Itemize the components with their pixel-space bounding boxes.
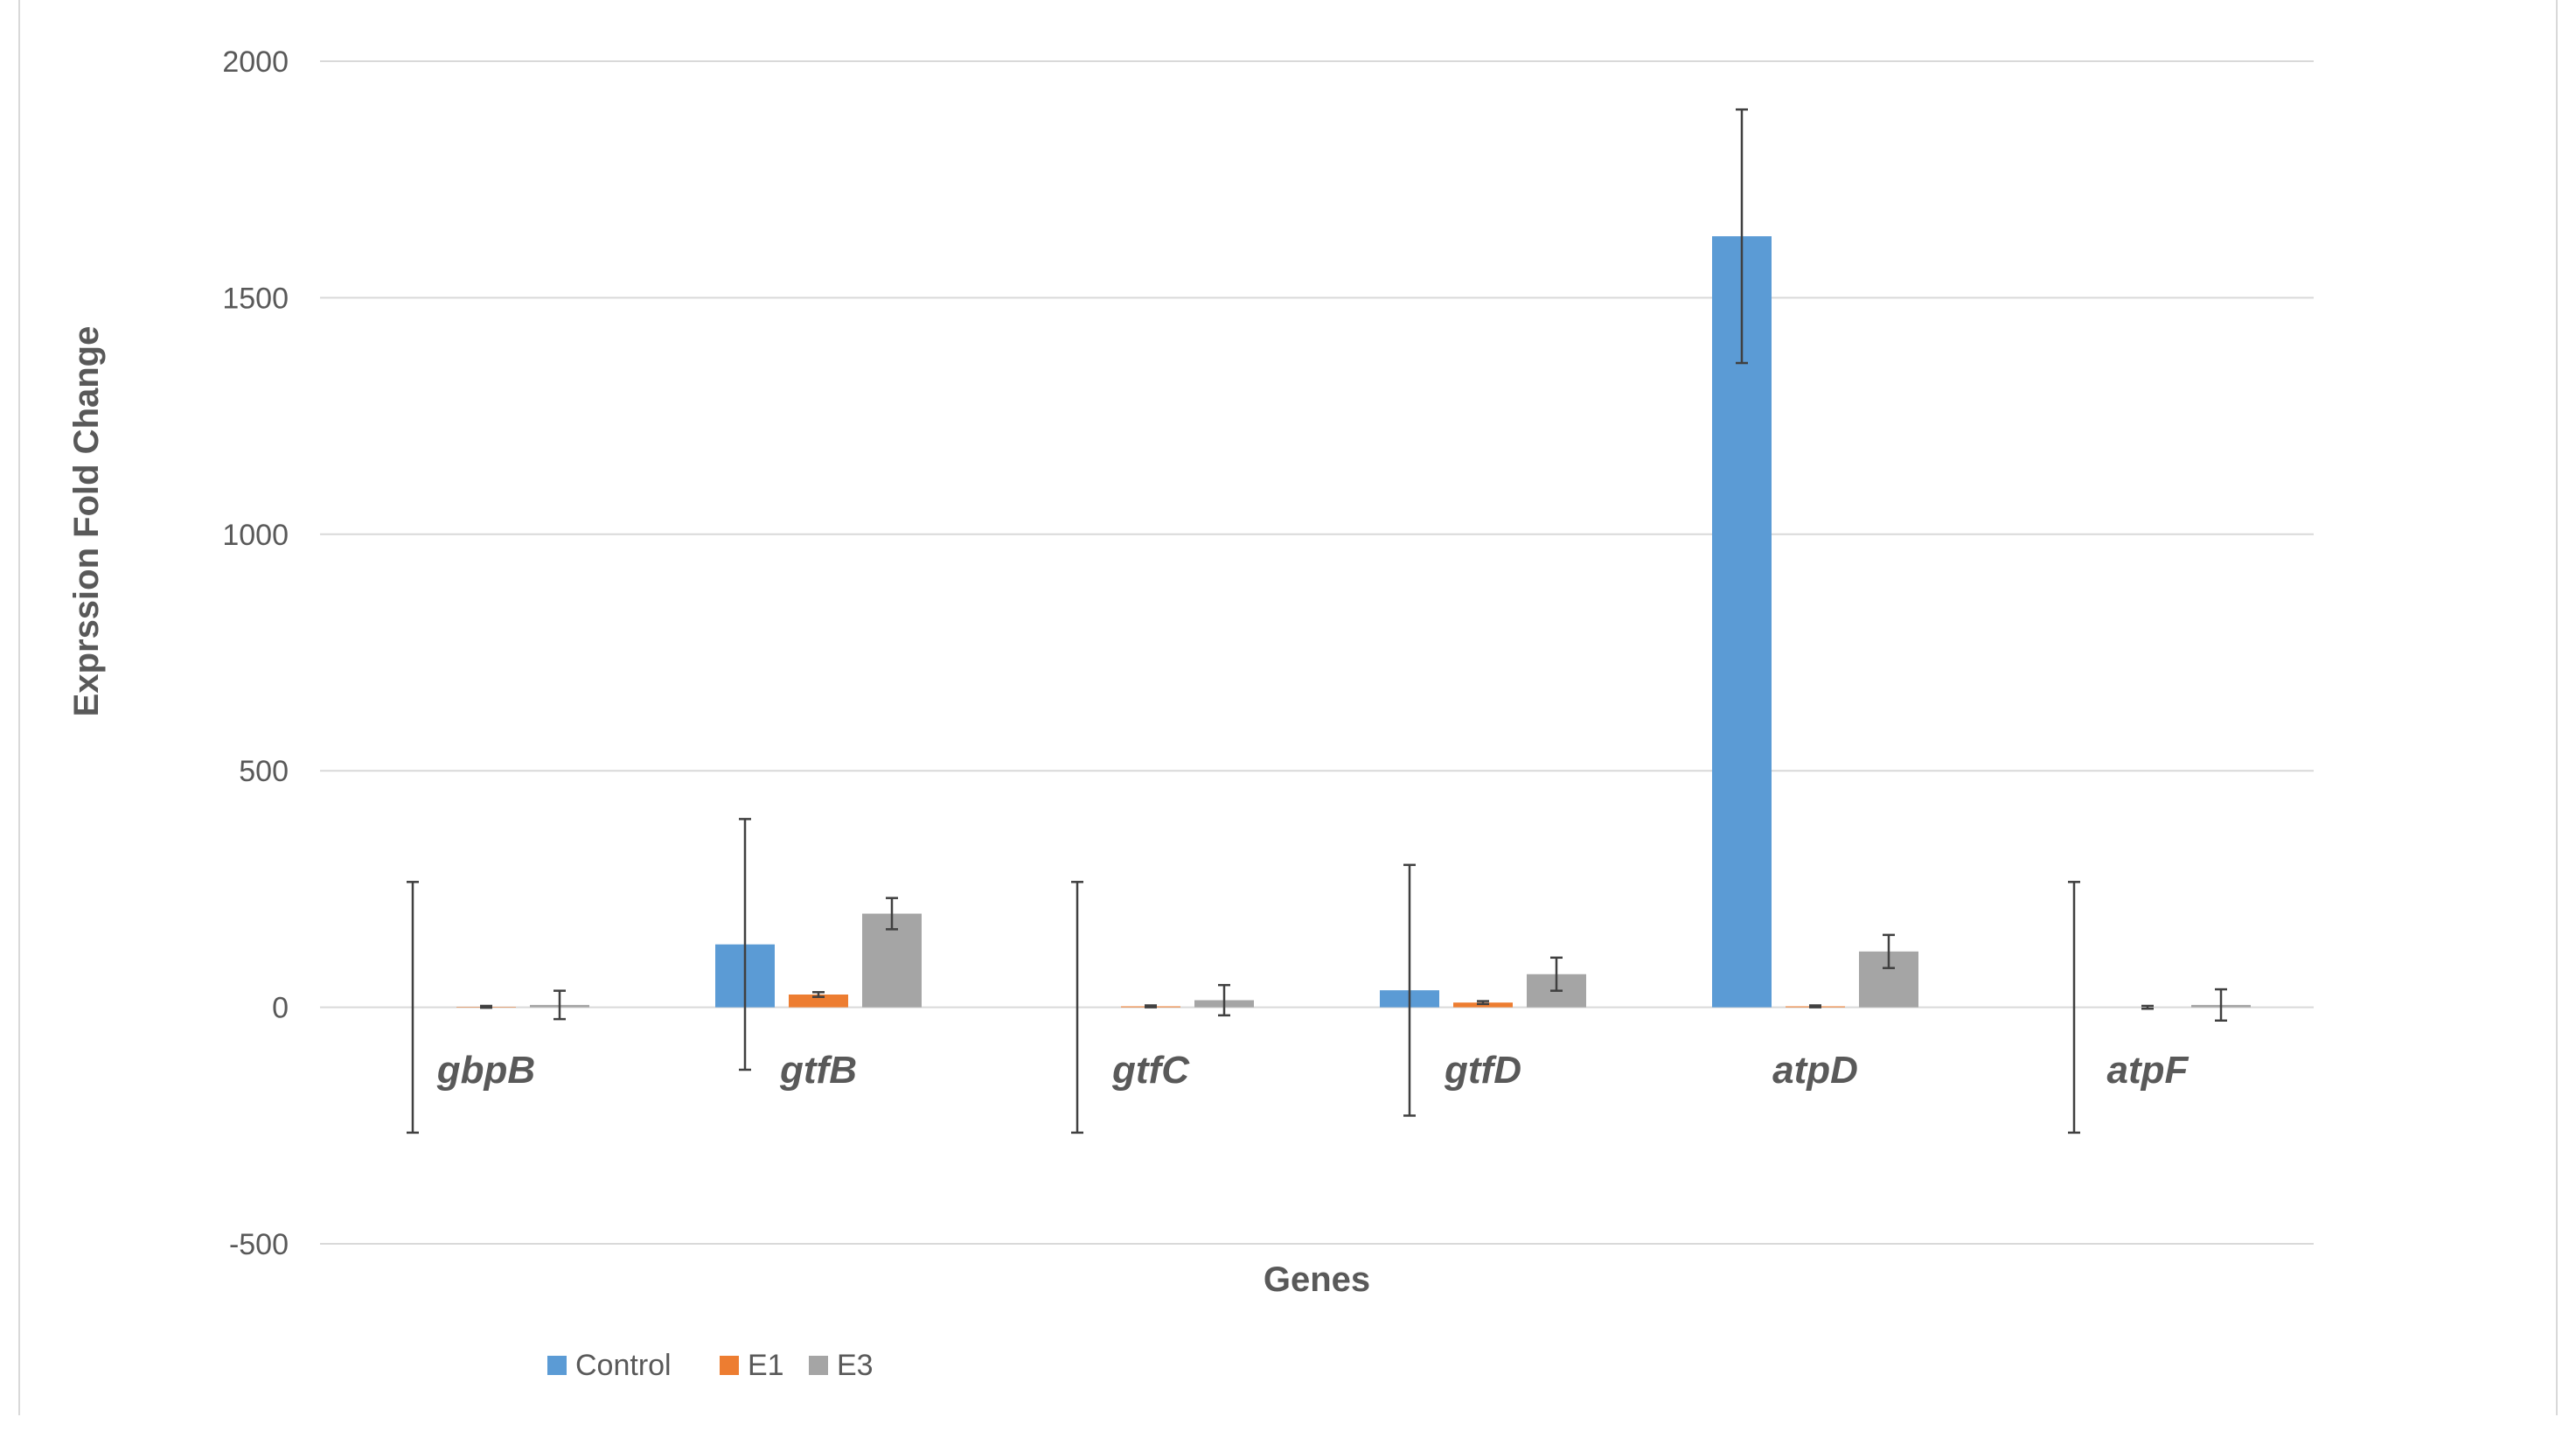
- gridlines: [320, 60, 2314, 1245]
- y-tick-label: 0: [272, 992, 289, 1025]
- y-axis-ticks: -500 0 500 1000 1500 2000: [222, 45, 289, 1261]
- legend-label-e1: E1: [748, 1349, 784, 1382]
- y-tick-label: -500: [229, 1228, 289, 1261]
- category-label-atpD: atpD: [1772, 1049, 1858, 1092]
- y-tick-label: 500: [239, 755, 289, 788]
- y-tick-label: 1500: [222, 282, 289, 315]
- error-bars: [407, 108, 2227, 1134]
- y-axis-title: Exprssion Fold Change: [67, 326, 106, 717]
- legend-swatch-e3: [809, 1356, 828, 1375]
- category-labels: gbpB gtfB gtfC gtfD atpD atpF: [436, 1049, 2190, 1092]
- y-tick-label: 1000: [222, 519, 289, 552]
- category-label-gtfB: gtfB: [779, 1049, 857, 1092]
- legend-label-control: Control: [575, 1349, 672, 1382]
- bar-control-atpD: [1712, 236, 1772, 1008]
- y-tick-label: 2000: [222, 45, 289, 79]
- bar-e1-gtfB: [789, 994, 848, 1008]
- category-label-gbpB: gbpB: [436, 1049, 535, 1092]
- category-label-gtfD: gtfD: [1444, 1049, 1521, 1092]
- x-axis-title: Genes: [1264, 1260, 1370, 1299]
- bars: [456, 236, 2251, 1008]
- legend: Control E1 E3: [547, 1349, 874, 1382]
- category-label-atpF: atpF: [2107, 1049, 2190, 1092]
- legend-swatch-control: [547, 1356, 567, 1375]
- category-label-gtfC: gtfC: [1111, 1049, 1190, 1092]
- legend-label-e3: E3: [837, 1349, 874, 1382]
- legend-swatch-e1: [720, 1356, 739, 1375]
